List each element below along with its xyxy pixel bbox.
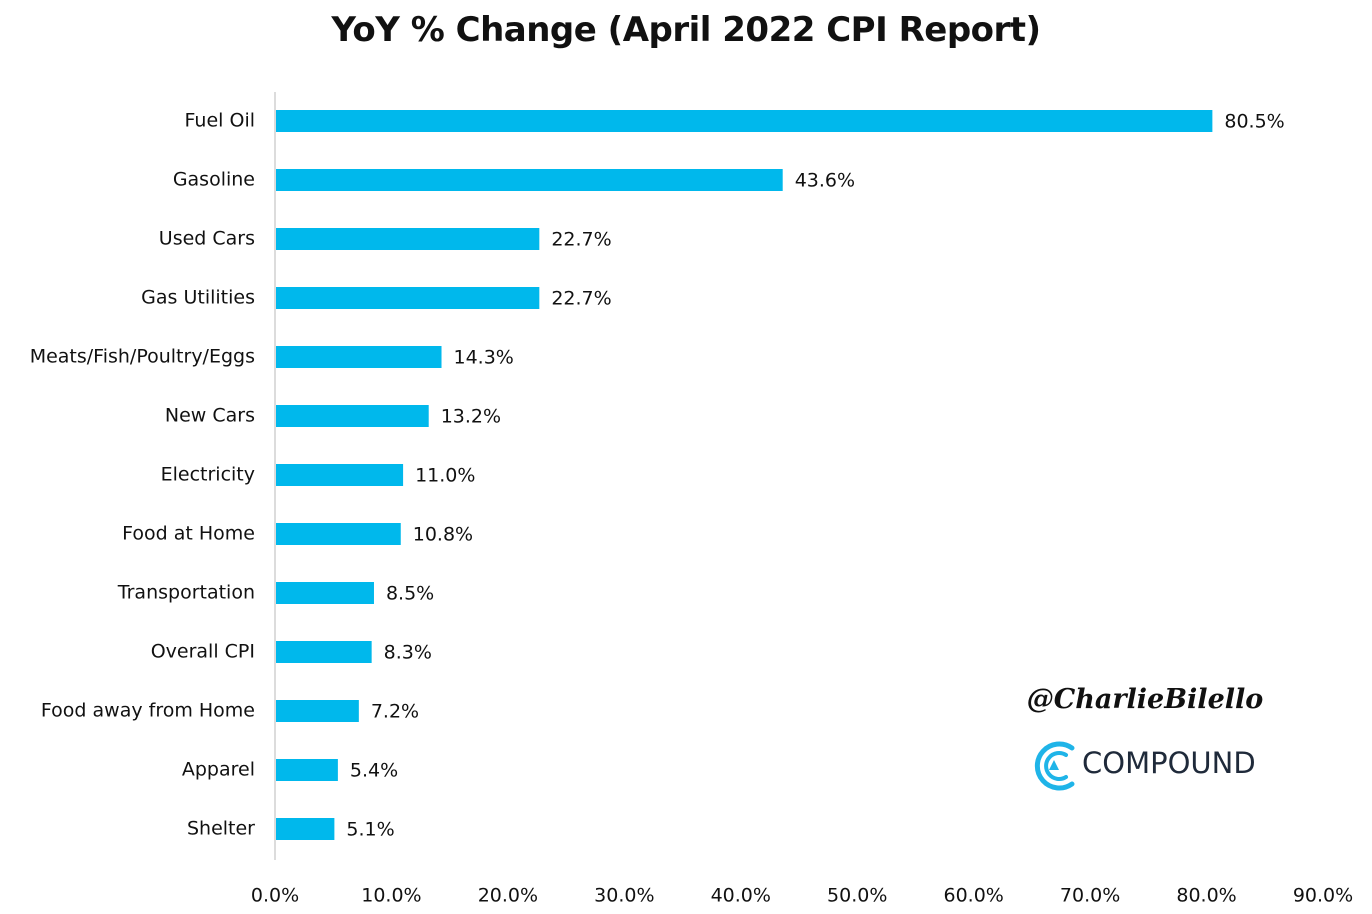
category-label: Electricity <box>161 464 255 486</box>
data-label: 8.5% <box>386 583 434 605</box>
bar <box>276 346 442 368</box>
data-label: 14.3% <box>454 347 514 369</box>
data-label: 11.0% <box>415 465 475 487</box>
bar <box>276 523 401 545</box>
x-tick-label: 80.0% <box>1176 885 1236 907</box>
category-label: Fuel Oil <box>185 110 255 132</box>
x-tick-label: 0.0% <box>251 885 299 907</box>
brand-logo: COMPOUND <box>1032 734 1262 798</box>
bar <box>276 641 372 663</box>
category-label: Transportation <box>117 582 255 604</box>
data-label: 13.2% <box>441 406 501 428</box>
data-label: 80.5% <box>1224 111 1284 133</box>
brand-name: COMPOUND <box>1082 746 1256 780</box>
compound-logo-icon <box>1034 741 1075 791</box>
category-label: Food away from Home <box>41 700 255 722</box>
author-handle: @CharlieBilello <box>1026 684 1264 715</box>
x-tick-label: 20.0% <box>478 885 538 907</box>
category-label: Gas Utilities <box>141 287 255 309</box>
x-tick-label: 10.0% <box>361 885 421 907</box>
x-tick-label: 70.0% <box>1060 885 1120 907</box>
bar <box>276 228 540 250</box>
bar <box>276 759 338 781</box>
x-tick-label: 60.0% <box>943 885 1003 907</box>
category-label: Overall CPI <box>151 641 255 663</box>
data-label: 43.6% <box>795 170 855 192</box>
x-tick-label: 90.0% <box>1293 885 1353 907</box>
x-tick-label: 30.0% <box>594 885 654 907</box>
category-label: New Cars <box>165 405 255 427</box>
data-label: 7.2% <box>371 701 419 723</box>
bar <box>276 464 404 486</box>
category-label: Meats/Fish/Poultry/Eggs <box>30 346 255 368</box>
data-label: 8.3% <box>384 642 432 664</box>
data-label: 22.7% <box>551 288 611 310</box>
bar <box>276 110 1213 132</box>
category-label: Shelter <box>187 818 255 840</box>
category-label: Used Cars <box>159 228 255 250</box>
data-label: 22.7% <box>551 229 611 251</box>
bar <box>276 287 540 309</box>
x-tick-label: 40.0% <box>711 885 771 907</box>
bar <box>276 700 359 722</box>
data-label: 5.4% <box>350 760 398 782</box>
chart-title: YoY % Change (April 2022 CPI Report) <box>331 10 1041 50</box>
category-label: Food at Home <box>122 523 255 545</box>
x-tick-label: 50.0% <box>827 885 887 907</box>
bar <box>276 818 335 840</box>
bar <box>276 582 374 604</box>
data-label: 10.8% <box>413 524 473 546</box>
bar <box>276 405 429 427</box>
data-label: 5.1% <box>346 819 394 841</box>
bar <box>276 169 783 191</box>
category-label: Apparel <box>182 759 255 781</box>
category-label: Gasoline <box>173 169 255 191</box>
